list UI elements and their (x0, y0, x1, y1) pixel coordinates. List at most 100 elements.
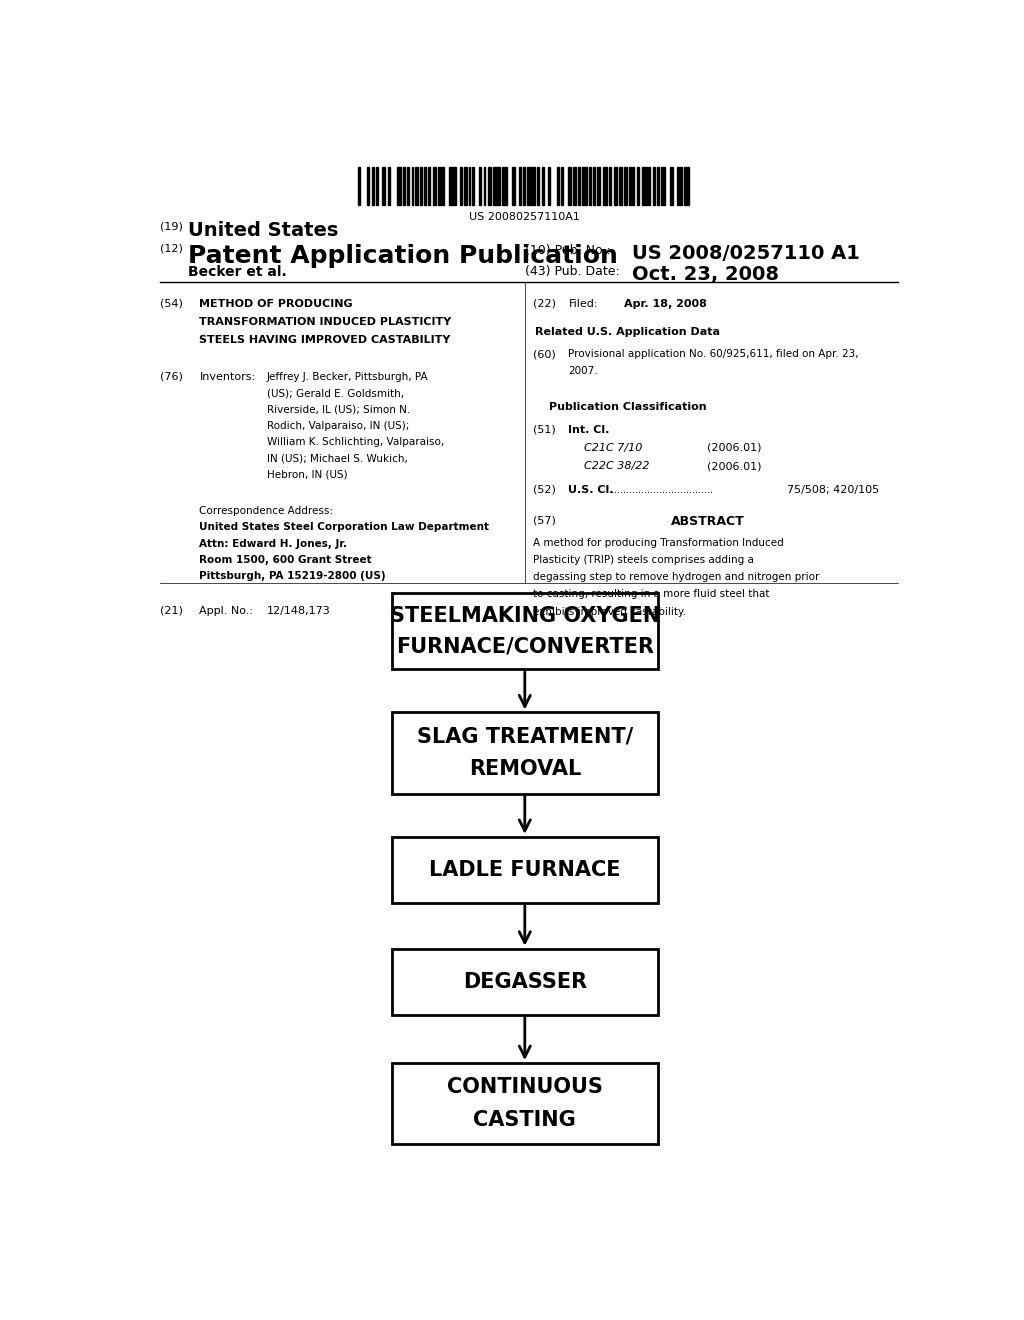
Bar (396, 166, 401, 205)
FancyBboxPatch shape (392, 593, 657, 669)
Text: LADLE FURNACE: LADLE FURNACE (429, 859, 621, 880)
Text: 12/148,173: 12/148,173 (267, 606, 331, 615)
Bar (633, 166, 634, 205)
Text: Publication Classification: Publication Classification (549, 403, 707, 412)
Bar (530, 166, 536, 205)
Bar (420, 166, 422, 205)
Text: Related U.S. Application Data: Related U.S. Application Data (536, 327, 721, 337)
Bar (442, 166, 444, 205)
Bar (557, 166, 559, 205)
Text: (2006.01): (2006.01) (708, 461, 762, 471)
Text: IN (US); Michael S. Wukich,: IN (US); Michael S. Wukich, (267, 453, 408, 463)
Text: US 2008/0257110 A1: US 2008/0257110 A1 (632, 244, 860, 263)
Bar (648, 166, 650, 205)
Bar (488, 166, 492, 205)
Text: 75/508; 420/105: 75/508; 420/105 (786, 484, 879, 495)
Text: Becker et al.: Becker et al. (187, 265, 287, 279)
Text: Filed:: Filed: (568, 298, 598, 309)
Text: ..................................: .................................. (610, 484, 713, 495)
Text: U.S. Cl.: U.S. Cl. (568, 484, 614, 495)
Bar (653, 166, 655, 205)
Bar (464, 166, 467, 205)
Text: CASTING: CASTING (473, 1110, 577, 1130)
Text: (52): (52) (532, 484, 556, 495)
Bar (561, 166, 563, 205)
Bar (437, 166, 440, 205)
Text: STEELS HAVING IMPROVED CASTABILITY: STEELS HAVING IMPROVED CASTABILITY (200, 335, 451, 346)
Text: Patent Application Publication: Patent Application Publication (187, 244, 617, 268)
Text: Rodich, Valparaiso, IN (US);: Rodich, Valparaiso, IN (US); (267, 421, 410, 430)
Text: (43) Pub. Date:: (43) Pub. Date: (524, 265, 620, 279)
Bar (656, 166, 658, 205)
Text: STEELMAKING OXYGEN: STEELMAKING OXYGEN (390, 606, 659, 626)
Bar (678, 166, 682, 205)
Bar (519, 166, 521, 205)
Bar (403, 166, 404, 205)
Bar (670, 166, 673, 205)
Text: Attn: Edward H. Jones, Jr.: Attn: Edward H. Jones, Jr. (200, 539, 347, 549)
Text: (US); Gerald E. Goldsmith,: (US); Gerald E. Goldsmith, (267, 388, 404, 399)
Text: (19): (19) (160, 222, 182, 231)
Text: CONTINUOUS: CONTINUOUS (446, 1077, 603, 1097)
Text: (2006.01): (2006.01) (708, 444, 762, 453)
Text: TRANSFORMATION INDUCED PLASTICITY: TRANSFORMATION INDUCED PLASTICITY (200, 317, 452, 327)
Text: (12): (12) (160, 244, 182, 253)
Text: FURNACE/CONVERTER: FURNACE/CONVERTER (396, 636, 653, 656)
Bar (526, 166, 528, 205)
FancyBboxPatch shape (392, 837, 657, 903)
Text: (10) Pub. No.:: (10) Pub. No.: (524, 244, 610, 257)
Text: C21C 7/10: C21C 7/10 (585, 444, 643, 453)
Text: 2007.: 2007. (568, 366, 598, 376)
Text: (76): (76) (160, 372, 182, 381)
Text: A method for producing Transformation Induced: A method for producing Transformation In… (532, 537, 783, 548)
Bar (388, 166, 390, 205)
Bar (620, 166, 623, 205)
Bar (637, 166, 639, 205)
Text: exhibits improved castability.: exhibits improved castability. (532, 607, 686, 616)
Bar (542, 166, 544, 205)
Bar (579, 166, 580, 205)
Text: Correspondence Address:: Correspondence Address: (200, 506, 334, 516)
Text: (21): (21) (160, 606, 182, 615)
Bar (416, 166, 418, 205)
Text: (54): (54) (160, 298, 182, 309)
Bar (372, 166, 374, 205)
Text: Room 1500, 600 Grant Street: Room 1500, 600 Grant Street (200, 554, 372, 565)
Text: REMOVAL: REMOVAL (469, 759, 581, 779)
Bar (469, 166, 470, 205)
Text: Appl. No.:: Appl. No.: (200, 606, 253, 615)
Bar (642, 166, 646, 205)
Bar (548, 166, 550, 205)
Bar (537, 166, 539, 205)
Bar (433, 166, 436, 205)
Bar (568, 166, 570, 205)
Bar (367, 166, 370, 205)
Text: C22C 38/22: C22C 38/22 (585, 461, 650, 471)
Bar (609, 166, 611, 205)
Bar (573, 166, 577, 205)
Text: ABSTRACT: ABSTRACT (671, 515, 744, 528)
Text: Riverside, IL (US); Simon N.: Riverside, IL (US); Simon N. (267, 404, 411, 414)
Bar (383, 166, 385, 205)
Text: Hebron, IN (US): Hebron, IN (US) (267, 470, 347, 479)
Bar (503, 166, 507, 205)
Bar (358, 166, 360, 205)
Text: METHOD OF PRODUCING: METHOD OF PRODUCING (200, 298, 353, 309)
Text: (51): (51) (532, 425, 555, 434)
Text: William K. Schlichting, Valparaiso,: William K. Schlichting, Valparaiso, (267, 437, 444, 447)
Bar (597, 166, 600, 205)
Bar (660, 166, 666, 205)
Text: Inventors:: Inventors: (200, 372, 256, 381)
Text: degassing step to remove hydrogen and nitrogen prior: degassing step to remove hydrogen and ni… (532, 572, 819, 582)
Text: DEGASSER: DEGASSER (463, 972, 587, 991)
Bar (460, 166, 462, 205)
Text: Jeffrey J. Becker, Pittsburgh, PA: Jeffrey J. Becker, Pittsburgh, PA (267, 372, 428, 381)
Text: Apr. 18, 2008: Apr. 18, 2008 (624, 298, 707, 309)
Bar (424, 166, 426, 205)
Bar (479, 166, 481, 205)
Bar (472, 166, 474, 205)
Text: (57): (57) (532, 515, 556, 525)
Bar (593, 166, 595, 205)
Bar (412, 166, 414, 205)
Bar (684, 166, 689, 205)
